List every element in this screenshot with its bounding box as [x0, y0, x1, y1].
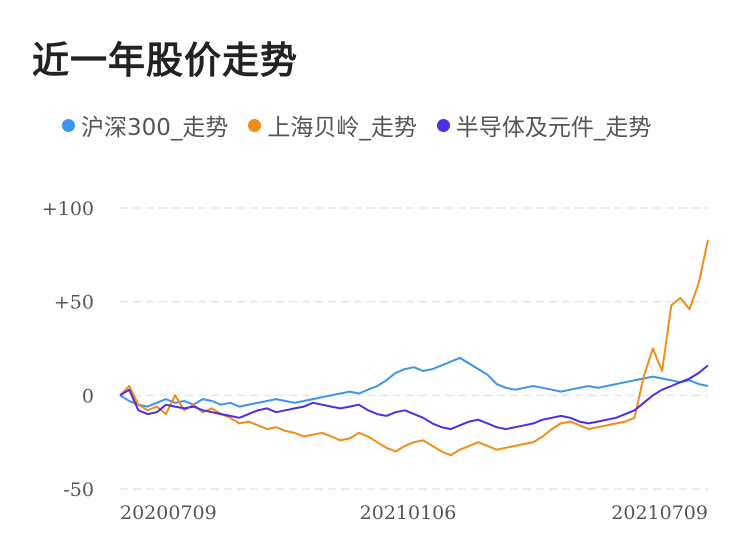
series-line-0[interactable] [119, 356, 709, 408]
legend-dot-icon [62, 118, 75, 132]
chart-title: 近一年股价走势 [32, 39, 298, 82]
series-line-2[interactable] [119, 364, 709, 431]
y-tick-label: 0 [82, 385, 94, 407]
series-line-1[interactable] [119, 239, 709, 457]
x-tick-label: 20210106 [360, 502, 457, 524]
y-tick-label: +100 [42, 198, 94, 220]
chart-legend: 沪深300_走势 上海贝岭_走势 半导体及元件_走势 [62, 108, 671, 142]
x-tick-label: 20210709 [611, 502, 708, 524]
grid-lines [120, 207, 708, 490]
legend-dot-icon [436, 118, 450, 132]
y-axis-ticks: +100 +50 0 -50 [42, 198, 94, 501]
legend-label: 沪深300_走势 [81, 115, 229, 141]
legend-label: 半导体及元件_走势 [455, 115, 652, 141]
legend-item-semiconductor[interactable]: 半导体及元件_走势 [436, 108, 652, 142]
x-tick-label: 20200709 [120, 502, 217, 524]
legend-dot-icon [248, 118, 262, 132]
legend-item-hs300[interactable]: 沪深300_走势 [62, 108, 228, 142]
y-tick-label: -50 [63, 479, 94, 501]
y-tick-label: +50 [54, 292, 94, 314]
legend-label: 上海贝岭_走势 [267, 115, 417, 141]
legend-item-shanghai-beiling[interactable]: 上海贝岭_走势 [248, 108, 417, 142]
x-axis-ticks: 20200709 20210106 20210709 [120, 502, 708, 524]
series-lines [119, 239, 709, 457]
